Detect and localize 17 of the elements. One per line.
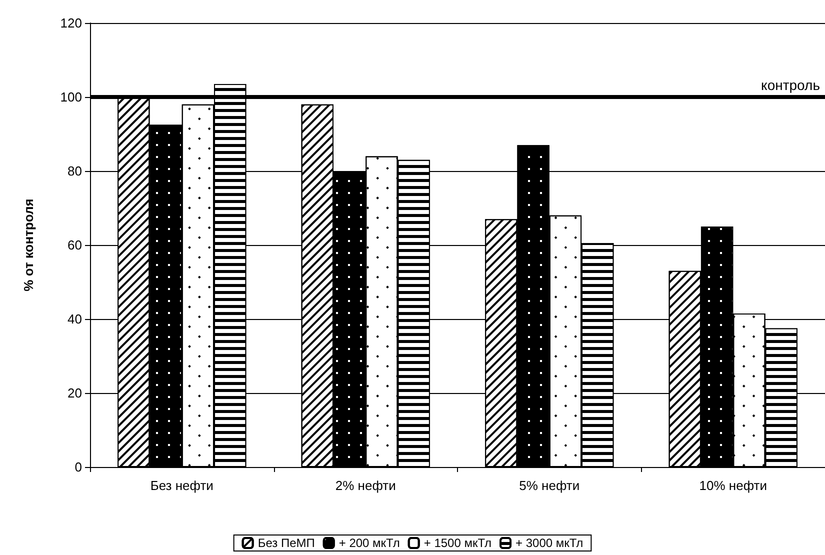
ref-line-label: контроль [761,77,820,93]
x-tick-label: 10% нефти [699,478,767,493]
legend-label: + 200 мкТл [338,536,400,550]
y-tick-label: 120 [60,16,82,30]
y-tick-label: 80 [68,164,82,178]
y-tick-label: 20 [68,386,82,400]
y-tick-label: 40 [68,312,82,326]
y-tick-label: 100 [60,90,82,104]
y-axis-title: % от контроля [21,198,36,292]
y-tick-label: 0 [74,460,82,474]
legend-label: + 3000 мкТл [516,536,584,550]
legend-label: Без ПеМП [258,536,315,550]
y-tick-label: 60 [68,238,82,252]
x-tick-label: 2% нефти [335,478,396,493]
x-tick-label: Без нефти [150,478,214,493]
legend-label: + 1500 мкТл [424,536,492,550]
x-tick-label: 5% нефти [519,478,580,493]
